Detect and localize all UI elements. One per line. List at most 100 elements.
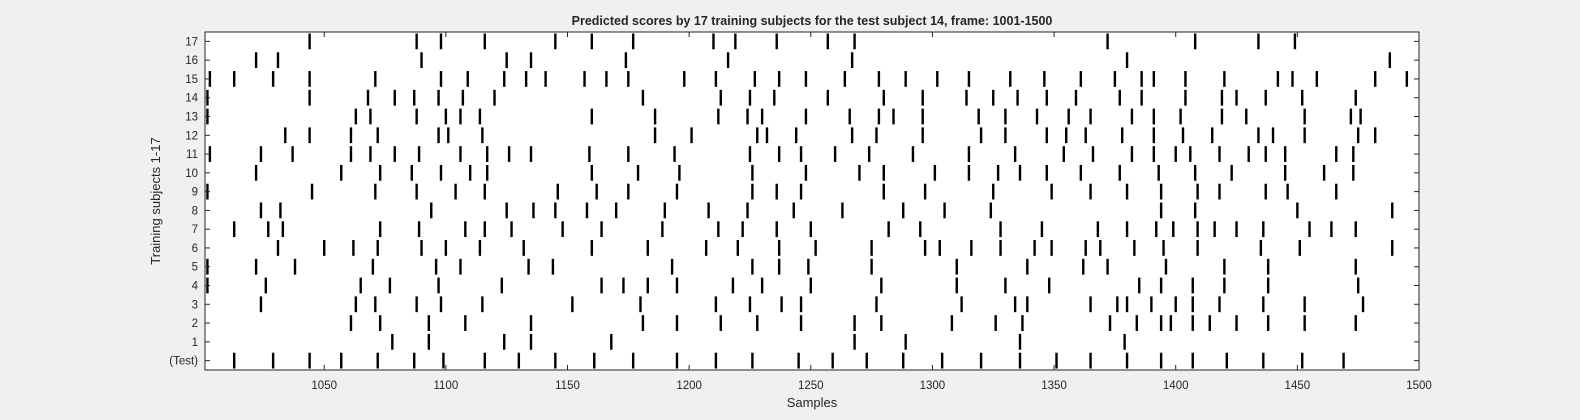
raster-mark-row-15-5 <box>439 71 443 87</box>
raster-mark-row-2-1 <box>378 315 382 331</box>
y-tick-label-0: (Test) <box>169 356 198 368</box>
raster-mark-row-9-5 <box>483 183 486 200</box>
raster-mark-row-1-7 <box>1018 333 1022 350</box>
raster-mark-row-3-25 <box>1361 296 1365 313</box>
raster-mark-row-13-5 <box>459 108 462 125</box>
raster-mark-row-2-24 <box>1354 315 1357 331</box>
raster-mark-row-11-16 <box>799 146 803 162</box>
raster-mark-row-2-15 <box>1108 315 1112 331</box>
raster-mark-row-10-26 <box>1352 164 1355 181</box>
raster-mark-row-8-19 <box>1391 202 1394 219</box>
raster-mark-row-4-20 <box>1223 277 1226 294</box>
raster-mark-row-1-0 <box>391 333 394 350</box>
raster-mark-row-13-17 <box>977 108 980 125</box>
raster-mark-row-12-12 <box>850 127 854 144</box>
raster-mark-row-7-26 <box>1262 221 1265 238</box>
raster-mark-row-13-27 <box>1303 108 1306 125</box>
raster-mark-row-13-7 <box>590 108 594 125</box>
raster-mark-row-10-0 <box>254 164 258 181</box>
raster-mark-row-5-18 <box>1223 258 1226 275</box>
raster-mark-row-test-15 <box>797 352 800 369</box>
raster-mark-row-14-15 <box>965 89 968 106</box>
raster-mark-row-2-9 <box>799 315 803 331</box>
x-tick-label-4: 1250 <box>798 380 824 392</box>
raster-mark-row-3-16 <box>1089 296 1092 313</box>
raster-mark-row-14-4 <box>413 89 416 106</box>
raster-mark-row-9-9 <box>675 183 679 200</box>
raster-mark-row-13-6 <box>478 108 482 125</box>
raster-mark-row-6-2 <box>352 240 355 256</box>
raster-mark-row-15-10 <box>583 71 586 87</box>
y-tick-label-17: 17 <box>185 36 198 48</box>
raster-mark-row-12-11 <box>794 127 798 144</box>
raster-mark-row-9-2 <box>374 183 377 200</box>
raster-mark-row-11-8 <box>486 146 489 162</box>
raster-mark-row-6-26 <box>1259 240 1263 256</box>
raster-mark-row-10-6 <box>486 164 489 181</box>
raster-mark-row-2-10 <box>853 315 856 331</box>
raster-mark-row-16-8 <box>1125 52 1129 69</box>
raster-mark-row-5-6 <box>527 258 530 275</box>
raster-mark-row-5-11 <box>807 258 810 275</box>
raster-mark-row-10-16 <box>996 164 1000 181</box>
raster-mark-row-11-5 <box>393 146 396 162</box>
raster-mark-row-12-22 <box>1181 127 1185 144</box>
raster-mark-row-6-4 <box>420 240 423 256</box>
y-tick-label-14: 14 <box>185 93 198 105</box>
raster-mark-row-13-24 <box>1179 108 1182 125</box>
raster-mark-row-6-3 <box>376 240 379 256</box>
raster-mark-row-17-0 <box>308 33 311 50</box>
raster-mark-row-test-1 <box>271 352 275 369</box>
raster-mark-row-12-13 <box>875 127 878 144</box>
raster-mark-row-6-22 <box>1099 240 1102 256</box>
raster-mark-row-15-18 <box>843 71 847 87</box>
raster-mark-row-15-14 <box>714 71 718 87</box>
raster-mark-row-11-6 <box>417 146 421 162</box>
raster-mark-row-9-11 <box>775 183 778 200</box>
raster-mark-row-15-33 <box>1315 71 1319 87</box>
raster-mark-row-8-10 <box>746 202 749 219</box>
raster-mark-row-10-15 <box>967 164 971 181</box>
raster-mark-row-12-8 <box>690 127 693 144</box>
raster-mark-row-test-12 <box>675 352 679 369</box>
raster-mark-row-10-23 <box>1230 164 1233 181</box>
raster-mark-row-9-14 <box>923 183 927 200</box>
y-tick-label-11: 11 <box>186 149 198 161</box>
raster-mark-row-5-1 <box>254 258 258 275</box>
raster-mark-row-13-1 <box>354 108 358 125</box>
raster-mark-row-2-13 <box>994 315 997 331</box>
raster-mark-row-4-1 <box>264 277 268 294</box>
raster-mark-row-9-24 <box>1335 183 1338 200</box>
y-tick-label-12: 12 <box>185 130 198 142</box>
raster-mark-row-7-7 <box>510 221 513 238</box>
raster-mark-row-13-14 <box>877 108 881 125</box>
raster-mark-row-test-6 <box>442 352 445 369</box>
raster-mark-row-12-26 <box>1303 127 1306 144</box>
raster-mark-row-9-23 <box>1286 183 1289 200</box>
raster-mark-row-1-2 <box>503 333 506 350</box>
raster-mark-row-10-12 <box>858 164 861 181</box>
x-tick-label-0: 1050 <box>311 380 337 392</box>
raster-mark-row-3-18 <box>1125 296 1129 313</box>
raster-mark-row-7-10 <box>661 221 664 238</box>
y-tick-label-1: 1 <box>192 337 198 349</box>
raster-mark-row-test-30 <box>1342 352 1345 369</box>
raster-mark-row-test-17 <box>865 352 868 369</box>
raster-mark-row-11-18 <box>867 146 871 162</box>
raster-mark-row-13-11 <box>760 108 764 125</box>
raster-mark-row-3-5 <box>481 296 484 313</box>
raster-mark-row-10-8 <box>636 164 640 181</box>
raster-mark-row-2-8 <box>756 315 759 331</box>
raster-mark-row-15-24 <box>1043 71 1046 87</box>
raster-mark-row-7-28 <box>1330 221 1333 238</box>
raster-mark-row-13-10 <box>746 108 749 125</box>
raster-mark-row-5-13 <box>955 258 958 275</box>
raster-mark-row-11-14 <box>748 146 752 162</box>
raster-mark-row-4-11 <box>760 277 764 294</box>
raster-mark-row-14-8 <box>641 89 645 106</box>
raster-mark-row-13-12 <box>804 108 808 125</box>
raster-mark-row-4-16 <box>1048 277 1051 294</box>
raster-mark-row-11-17 <box>833 146 837 162</box>
raster-mark-row-6-28 <box>1391 240 1394 256</box>
raster-mark-row-13-19 <box>1035 108 1039 125</box>
